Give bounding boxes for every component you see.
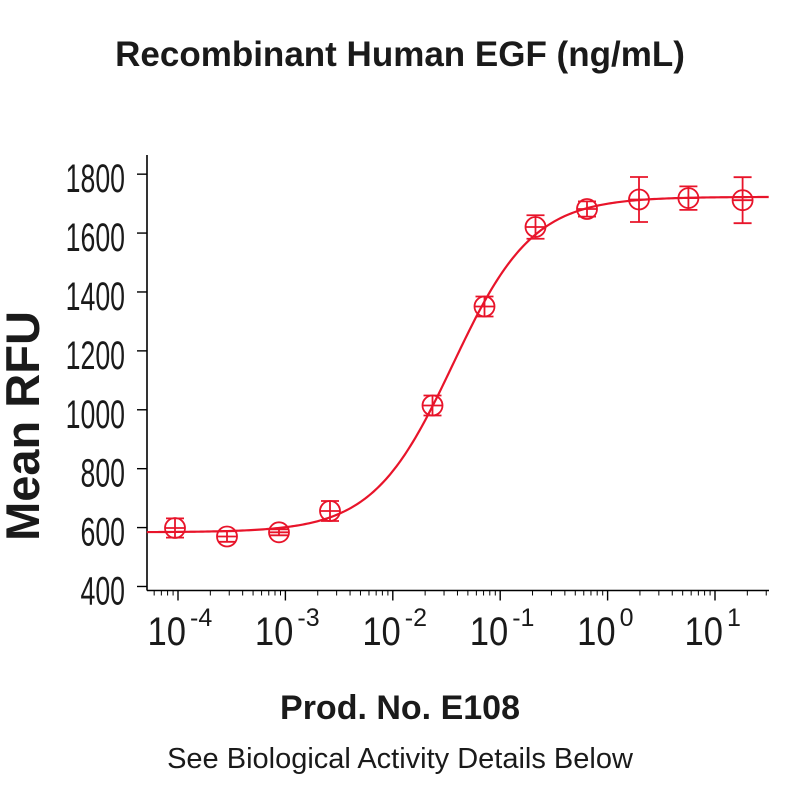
- svg-text:10: 10: [362, 609, 400, 654]
- svg-text:-1: -1: [512, 604, 534, 632]
- svg-text:-4: -4: [190, 604, 212, 632]
- svg-text:10: 10: [148, 609, 186, 654]
- svg-text:1000: 1000: [66, 392, 125, 437]
- svg-text:800: 800: [81, 451, 125, 496]
- svg-text:10: 10: [255, 609, 293, 654]
- svg-text:1: 1: [727, 604, 741, 632]
- svg-text:1200: 1200: [66, 334, 125, 379]
- svg-text:1600: 1600: [66, 216, 125, 261]
- svg-text:1800: 1800: [66, 157, 125, 202]
- svg-text:10: 10: [577, 609, 615, 654]
- svg-text:400: 400: [81, 569, 125, 614]
- svg-text:0: 0: [620, 604, 634, 632]
- svg-text:-2: -2: [405, 604, 427, 632]
- svg-text:10: 10: [685, 609, 723, 654]
- svg-text:1400: 1400: [66, 275, 125, 320]
- svg-text:10: 10: [470, 609, 508, 654]
- svg-text:-3: -3: [297, 604, 319, 632]
- svg-text:600: 600: [81, 510, 125, 555]
